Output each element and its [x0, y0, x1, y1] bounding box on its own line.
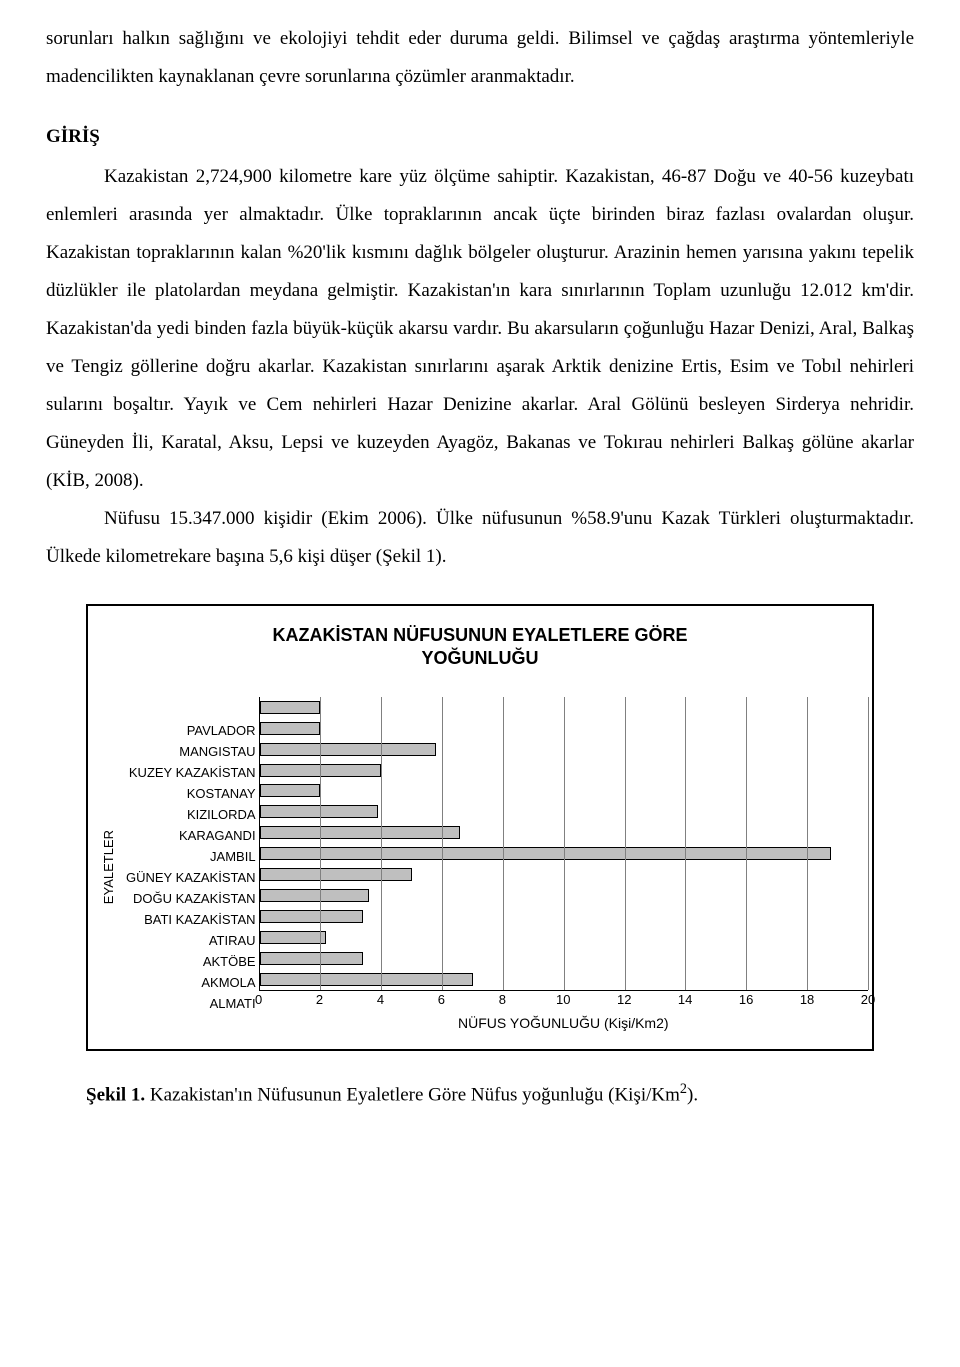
gridline	[746, 697, 747, 990]
body-paragraph-2: Nüfusu 15.347.000 kişidir (Ekim 2006). Ü…	[46, 500, 914, 576]
y-category-label: BATI KAZAKİSTAN	[126, 909, 256, 930]
bar	[260, 805, 379, 818]
gridline	[685, 697, 686, 990]
bar	[260, 784, 321, 797]
x-tick-label: 8	[499, 993, 506, 1006]
section-heading: GİRİŞ	[46, 118, 914, 156]
x-tick-label: 10	[556, 993, 570, 1006]
bar	[260, 952, 363, 965]
x-tick-label: 4	[377, 993, 384, 1006]
bar	[260, 722, 321, 735]
y-category-label: KOSTANAY	[126, 783, 256, 804]
y-category-label: JAMBIL	[126, 846, 256, 867]
y-category-label: MANGISTAU	[126, 741, 256, 762]
gridline	[442, 697, 443, 990]
x-tick-label: 6	[438, 993, 445, 1006]
chart-body: EYALETLER PAVLADORMANGISTAUKUZEY KAZAKİS…	[92, 697, 868, 1037]
figure-label: Şekil 1.	[86, 1084, 145, 1105]
gridline	[503, 697, 504, 990]
x-tick-label: 12	[617, 993, 631, 1006]
x-axis-label: NÜFUS YOĞUNLUĞU (Kişi/Km2)	[259, 1009, 868, 1037]
figure-caption: Şekil 1. Kazakistan'ın Nüfusunun Eyaletl…	[46, 1075, 914, 1114]
x-axis-ticks: 02468101214161820	[259, 991, 868, 1007]
gridline	[564, 697, 565, 990]
y-category-label: AKMOLA	[126, 972, 256, 993]
x-tick-label: 0	[255, 993, 262, 1006]
bar	[260, 931, 327, 944]
bar	[260, 910, 363, 923]
bar	[260, 868, 412, 881]
y-category-label: DOĞU KAZAKİSTAN	[126, 888, 256, 909]
chart-title-line1: KAZAKİSTAN NÜFUSUNUN EYALETLERE GÖRE	[272, 625, 687, 645]
bar	[260, 889, 370, 902]
x-tick-label: 14	[678, 993, 692, 1006]
y-category-label: KUZEY KAZAKİSTAN	[126, 762, 256, 783]
y-category-label: AKTÖBE	[126, 951, 256, 972]
plot-area: 02468101214161820 NÜFUS YOĞUNLUĞU (Kişi/…	[259, 697, 868, 1037]
y-axis-categories: PAVLADORMANGISTAUKUZEY KAZAKİSTANKOSTANA…	[126, 720, 259, 1014]
y-category-label: KARAGANDI	[126, 825, 256, 846]
y-category-label: GÜNEY KAZAKİSTAN	[126, 867, 256, 888]
figure-text-1: Kazakistan'ın Nüfusunun Eyaletlere Göre …	[145, 1084, 680, 1105]
x-tick-label: 18	[800, 993, 814, 1006]
bar	[260, 826, 461, 839]
chart-title: KAZAKİSTAN NÜFUSUNUN EYALETLERE GÖRE YOĞ…	[92, 624, 868, 671]
gridline	[381, 697, 382, 990]
chart-title-line2: YOĞUNLUĞU	[422, 648, 539, 668]
chart-container: KAZAKİSTAN NÜFUSUNUN EYALETLERE GÖRE YOĞ…	[86, 604, 874, 1051]
intro-paragraph: sorunları halkın sağlığını ve ekolojiyi …	[46, 20, 914, 96]
y-category-label: ATIRAU	[126, 930, 256, 951]
gridline	[320, 697, 321, 990]
x-tick-label: 20	[861, 993, 875, 1006]
figure-text-2: ).	[687, 1084, 698, 1105]
y-axis-label: EYALETLER	[92, 830, 126, 904]
figure-superscript: 2	[680, 1081, 687, 1097]
bar	[260, 701, 321, 714]
gridline	[807, 697, 808, 990]
plot-grid	[259, 697, 868, 991]
gridline	[868, 697, 869, 990]
bar	[260, 743, 436, 756]
gridline	[625, 697, 626, 990]
y-category-label: ALMATI	[126, 993, 256, 1014]
x-tick-label: 16	[739, 993, 753, 1006]
y-category-label: KIZILORDA	[126, 804, 256, 825]
x-tick-label: 2	[316, 993, 323, 1006]
y-category-label: PAVLADOR	[126, 720, 256, 741]
bar	[260, 973, 473, 986]
body-paragraph-1: Kazakistan 2,724,900 kilometre kare yüz …	[46, 158, 914, 500]
